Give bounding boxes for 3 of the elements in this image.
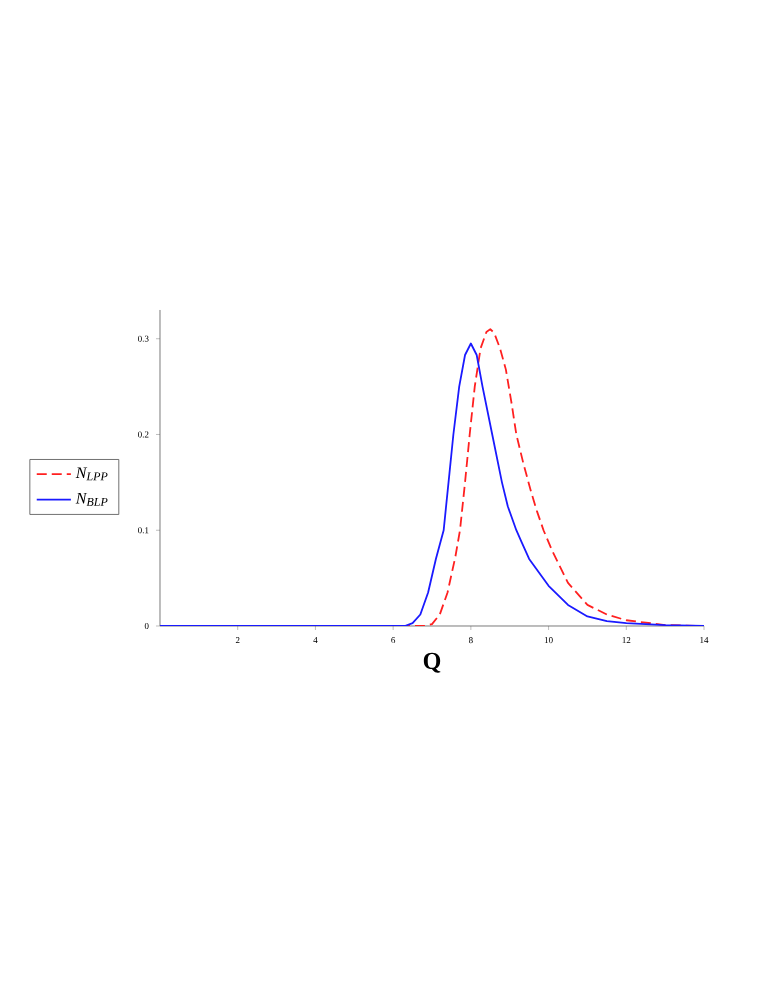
x-axis-title: Q (423, 652, 441, 673)
legend-label: N$_{LPP}$ (75, 467, 108, 481)
legend-label: N$_{BLP}$ (75, 492, 108, 506)
